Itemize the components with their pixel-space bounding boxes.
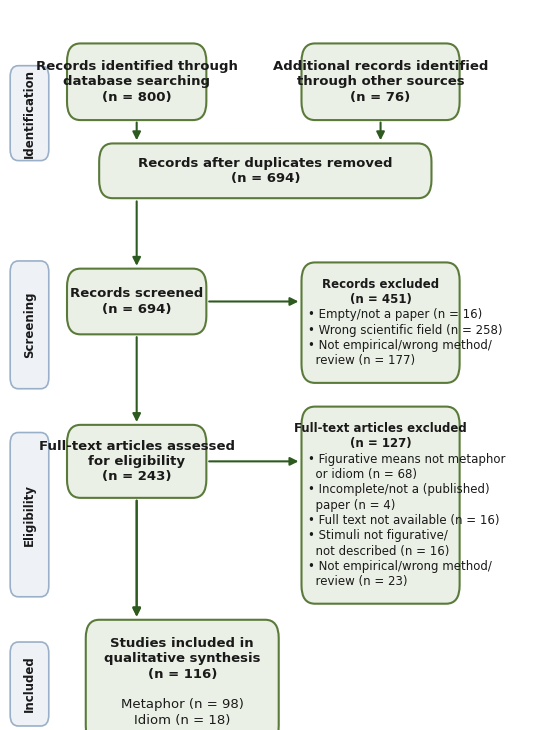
FancyBboxPatch shape [10, 642, 49, 726]
Text: Metaphor (n = 98): Metaphor (n = 98) [121, 699, 244, 711]
FancyBboxPatch shape [301, 407, 459, 604]
Text: (n = 694): (n = 694) [230, 172, 300, 185]
Text: (n = 243): (n = 243) [102, 470, 172, 483]
FancyBboxPatch shape [67, 425, 206, 498]
Text: (n = 76): (n = 76) [351, 91, 411, 104]
Text: Full-text articles assessed: Full-text articles assessed [39, 439, 235, 453]
FancyBboxPatch shape [99, 143, 431, 198]
FancyBboxPatch shape [86, 620, 279, 730]
FancyBboxPatch shape [10, 261, 49, 388]
Text: through other sources: through other sources [297, 75, 464, 88]
Text: review (n = 177): review (n = 177) [308, 355, 415, 367]
Text: (n = 127): (n = 127) [350, 437, 411, 450]
FancyBboxPatch shape [10, 66, 49, 161]
Text: Studies included in: Studies included in [110, 637, 254, 650]
FancyBboxPatch shape [301, 262, 459, 383]
Text: Records after duplicates removed: Records after duplicates removed [138, 157, 392, 169]
Text: (n = 116): (n = 116) [147, 668, 217, 680]
FancyBboxPatch shape [67, 43, 206, 120]
Text: (n = 451): (n = 451) [349, 293, 412, 306]
FancyBboxPatch shape [67, 269, 206, 334]
FancyBboxPatch shape [301, 43, 459, 120]
Text: • Full text not available (n = 16): • Full text not available (n = 16) [308, 514, 500, 527]
Text: Included: Included [23, 656, 36, 712]
Text: • Not empirical/wrong method/: • Not empirical/wrong method/ [308, 339, 492, 352]
Text: • Wrong scientific field (n = 258): • Wrong scientific field (n = 258) [308, 324, 502, 337]
Text: database searching: database searching [63, 75, 210, 88]
Text: Records screened: Records screened [70, 288, 203, 300]
Text: or idiom (n = 68): or idiom (n = 68) [308, 468, 417, 481]
Text: Additional records identified: Additional records identified [273, 60, 488, 73]
Text: (n = 694): (n = 694) [102, 303, 172, 315]
Text: (n = 800): (n = 800) [102, 91, 172, 104]
Text: Idiom (n = 18): Idiom (n = 18) [134, 714, 230, 726]
Text: for eligibility: for eligibility [88, 455, 185, 468]
FancyBboxPatch shape [10, 432, 49, 597]
Text: not described (n = 16): not described (n = 16) [308, 545, 449, 558]
Text: • Figurative means not metaphor: • Figurative means not metaphor [308, 453, 505, 466]
Text: review (n = 23): review (n = 23) [308, 575, 407, 588]
Text: paper (n = 4): paper (n = 4) [308, 499, 396, 512]
Text: • Incomplete/not a (published): • Incomplete/not a (published) [308, 483, 489, 496]
Text: qualitative synthesis: qualitative synthesis [104, 653, 260, 665]
Text: Screening: Screening [23, 291, 36, 358]
Text: • Stimuli not figurative/: • Stimuli not figurative/ [308, 529, 448, 542]
Text: Records excluded: Records excluded [322, 278, 439, 291]
Text: Records identified through: Records identified through [36, 60, 237, 73]
Text: • Empty/not a paper (n = 16): • Empty/not a paper (n = 16) [308, 309, 482, 321]
Text: Full-text articles excluded: Full-text articles excluded [294, 422, 467, 435]
Text: • Not empirical/wrong method/: • Not empirical/wrong method/ [308, 560, 492, 573]
Text: Eligibility: Eligibility [23, 484, 36, 545]
Text: Identification: Identification [23, 69, 36, 158]
